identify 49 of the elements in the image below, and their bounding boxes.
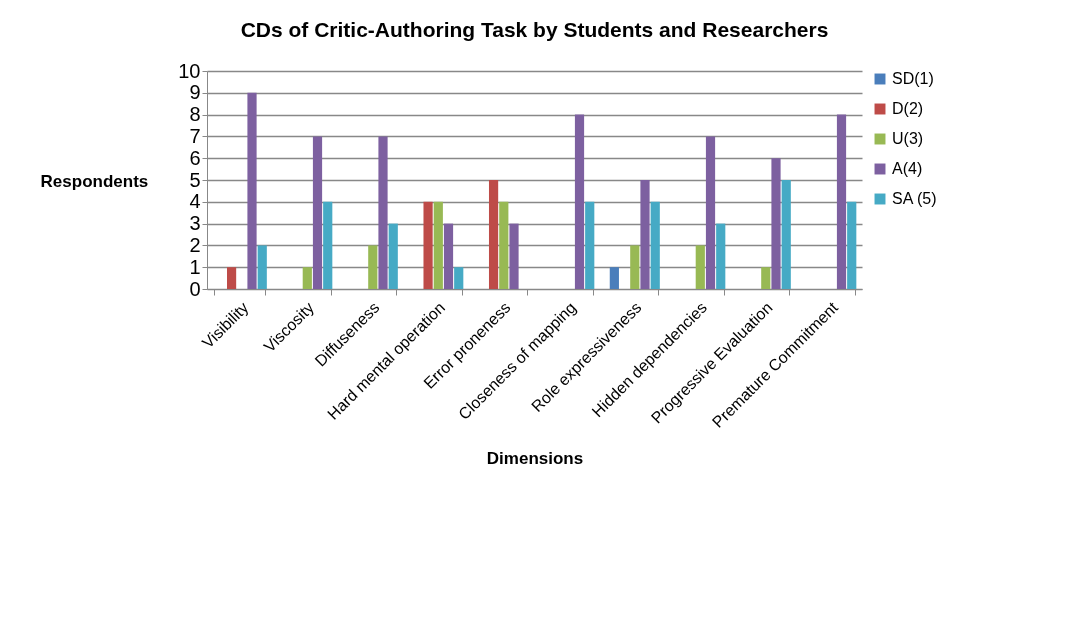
bar [454,267,464,289]
y-tick-label: 7 [189,124,201,147]
x-axis-title: Dimensions [486,448,584,468]
bar [247,92,257,289]
bar [509,223,519,289]
y-tick-label: 2 [189,233,201,256]
bar [836,114,847,289]
bar [781,180,791,289]
bar [302,267,312,289]
bar [226,267,237,289]
bar [585,201,595,289]
bar [423,201,433,289]
bar [433,201,443,289]
y-tick-label: 3 [189,212,201,235]
legend-label: A(4) [892,160,923,177]
legend-label: U(3) [892,130,924,147]
y-tick-label: 10 [178,59,201,82]
bar [499,201,509,289]
bar [716,223,726,289]
bar [323,201,333,289]
chart-title: CDs of Critic-Authoring Task by Students and Researchers [240,18,829,41]
y-axis-title: Respondents [40,171,149,191]
legend-label: SD(1) [892,70,934,87]
bar [574,114,585,289]
y-tick-label: 0 [189,277,201,300]
bar [630,245,640,289]
bar [640,180,650,289]
bar [705,136,716,289]
bar [695,245,705,289]
y-tick-label: 4 [189,190,201,213]
bar [368,245,378,289]
legend-label: SA (5) [892,190,937,207]
bar [650,201,660,289]
y-tick-label: 5 [189,168,201,191]
bar [771,158,781,289]
y-tick-label: 8 [189,103,201,126]
bar [488,180,499,289]
y-tick-label: 1 [189,255,201,278]
bar [847,201,857,289]
bar [761,267,771,289]
bar [312,136,323,289]
bar [257,245,267,289]
bar [378,136,388,289]
y-tick-label: 6 [189,146,201,169]
y-tick-label: 9 [189,81,201,104]
bar [388,223,398,289]
bar [443,223,454,289]
bar [609,267,619,289]
legend-label: D(2) [892,100,924,117]
